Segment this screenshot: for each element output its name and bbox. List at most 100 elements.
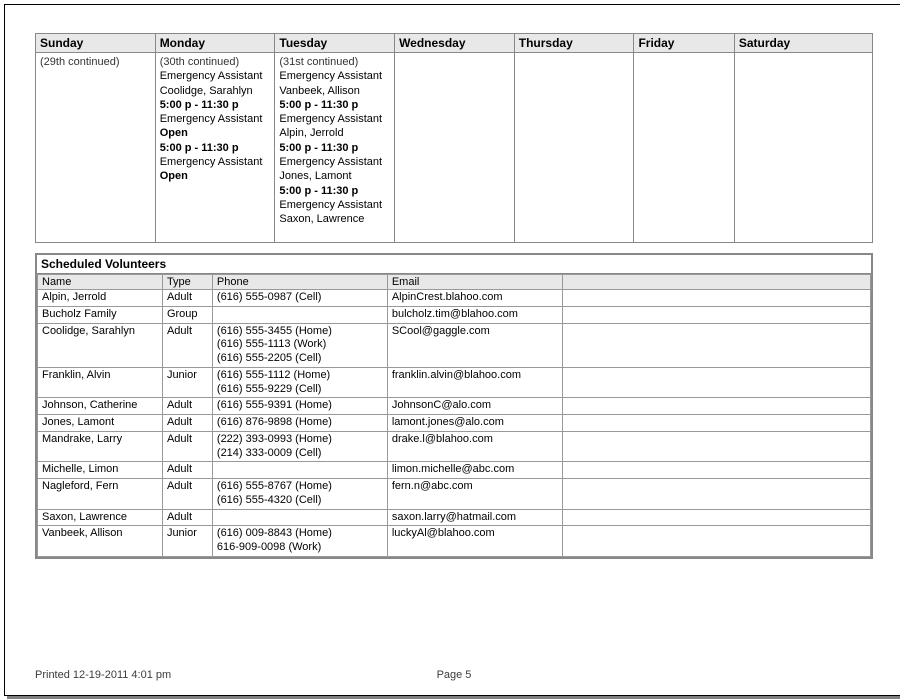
phone-line: (616) 555-9391 (Home) — [217, 399, 383, 413]
calendar-day-cell-tuesday: (31st continued)Emergency AssistantVanbe… — [275, 53, 395, 243]
phone-line: (616) 555-1112 (Home) — [217, 369, 383, 383]
calendar-day-cell-thursday — [514, 53, 634, 243]
volunteers-column-header: Type — [162, 275, 212, 290]
volunteer-email: lamont.jones@alo.com — [387, 415, 562, 432]
phone-line: (616) 555-1113 (Work) — [217, 338, 383, 352]
volunteer-extra — [562, 509, 870, 526]
volunteer-extra — [562, 323, 870, 367]
volunteer-extra — [562, 462, 870, 479]
volunteer-extra — [562, 398, 870, 415]
shift-time: 5:00 p - 11:30 p — [160, 98, 271, 112]
shift-title: Emergency Assistant — [160, 155, 271, 169]
calendar-header-row: SundayMondayTuesdayWednesdayThursdayFrid… — [36, 34, 873, 53]
volunteer-type: Adult — [162, 290, 212, 307]
shift-title: Emergency Assistant — [160, 69, 271, 83]
calendar-continued-label: (29th continued) — [40, 56, 120, 68]
calendar-day-cell-saturday — [734, 53, 872, 243]
phone-line: (616) 876-9898 (Home) — [217, 416, 383, 430]
shift-title: Emergency Assistant — [279, 112, 390, 126]
report-page: SundayMondayTuesdayWednesdayThursdayFrid… — [4, 4, 900, 696]
phone-line: (616) 555-0987 (Cell) — [217, 291, 383, 305]
table-row: Nagleford, FernAdult(616) 555-8767 (Home… — [38, 479, 871, 510]
phone-line: 616-909-0098 (Work) — [217, 541, 383, 555]
calendar-day-cell-wednesday — [395, 53, 515, 243]
volunteer-name: Johnson, Catherine — [38, 398, 163, 415]
volunteer-phone — [212, 462, 387, 479]
phone-line: (616) 555-2205 (Cell) — [217, 352, 383, 366]
report-footer: Printed 12-19-2011 4:01 pm Page 5 — [35, 669, 873, 681]
calendar-table: SundayMondayTuesdayWednesdayThursdayFrid… — [35, 33, 873, 243]
calendar-day-cell-friday — [634, 53, 734, 243]
table-row: Michelle, LimonAdultlimon.michelle@abc.c… — [38, 462, 871, 479]
table-row: Coolidge, SarahlynAdult(616) 555-3455 (H… — [38, 323, 871, 367]
volunteer-extra — [562, 526, 870, 557]
volunteer-phone: (222) 393-0993 (Home)(214) 333-0009 (Cel… — [212, 431, 387, 462]
volunteer-extra — [562, 415, 870, 432]
volunteer-extra — [562, 306, 870, 323]
shift-time: 5:00 p - 11:30 p — [160, 141, 271, 155]
phone-line: (616) 009-8843 (Home) — [217, 527, 383, 541]
phone-line: (616) 555-4320 (Cell) — [217, 494, 383, 508]
calendar-continued-label: (30th continued) — [160, 56, 240, 68]
volunteers-column-header — [562, 275, 870, 290]
volunteer-type: Adult — [162, 323, 212, 367]
volunteers-section-title: Scheduled Volunteers — [37, 255, 871, 274]
volunteer-email: SCool@gaggle.com — [387, 323, 562, 367]
shift-time: 5:00 p - 11:30 p — [279, 184, 390, 198]
volunteer-email: fern.n@abc.com — [387, 479, 562, 510]
phone-line: (616) 555-9229 (Cell) — [217, 383, 383, 397]
volunteer-phone: (616) 876-9898 (Home) — [212, 415, 387, 432]
shift-person: Alpin, Jerrold — [279, 126, 390, 140]
volunteer-name: Michelle, Limon — [38, 462, 163, 479]
volunteer-email: limon.michelle@abc.com — [387, 462, 562, 479]
shift-title: Emergency Assistant — [279, 69, 390, 83]
calendar-day-header: Tuesday — [275, 34, 395, 53]
shift-title: Emergency Assistant — [160, 112, 271, 126]
volunteer-phone — [212, 509, 387, 526]
shift-time: 5:00 p - 11:30 p — [279, 141, 390, 155]
volunteer-name: Franklin, Alvin — [38, 367, 163, 398]
volunteer-phone: (616) 555-9391 (Home) — [212, 398, 387, 415]
volunteer-type: Adult — [162, 415, 212, 432]
volunteer-type: Adult — [162, 479, 212, 510]
calendar-day-cell-sunday: (29th continued) — [36, 53, 156, 243]
calendar-day-header: Monday — [155, 34, 275, 53]
volunteer-email: bulcholz.tim@blahoo.com — [387, 306, 562, 323]
shift-person: Vanbeek, Allison — [279, 84, 390, 98]
calendar-day-header: Friday — [634, 34, 734, 53]
table-row: Vanbeek, AllisonJunior(616) 009-8843 (Ho… — [38, 526, 871, 557]
phone-line: (214) 333-0009 (Cell) — [217, 447, 383, 461]
shift-title: Emergency Assistant — [279, 155, 390, 169]
volunteer-phone: (616) 555-0987 (Cell) — [212, 290, 387, 307]
volunteer-email: franklin.alvin@blahoo.com — [387, 367, 562, 398]
volunteers-body: Alpin, JerroldAdult(616) 555-0987 (Cell)… — [38, 290, 871, 557]
volunteer-name: Vanbeek, Allison — [38, 526, 163, 557]
volunteer-email: saxon.larry@hatmail.com — [387, 509, 562, 526]
shift-person: Jones, Lamont — [279, 169, 390, 183]
volunteers-section: Scheduled Volunteers NameTypePhoneEmail … — [35, 253, 873, 559]
volunteer-phone: (616) 555-8767 (Home)(616) 555-4320 (Cel… — [212, 479, 387, 510]
volunteer-name: Mandrake, Larry — [38, 431, 163, 462]
volunteer-type: Adult — [162, 431, 212, 462]
volunteer-phone: (616) 555-1112 (Home)(616) 555-9229 (Cel… — [212, 367, 387, 398]
volunteer-type: Group — [162, 306, 212, 323]
shift-person: Open — [160, 169, 271, 183]
volunteer-name: Bucholz Family — [38, 306, 163, 323]
volunteer-extra — [562, 290, 870, 307]
calendar-day-header: Sunday — [36, 34, 156, 53]
calendar-day-header: Thursday — [514, 34, 634, 53]
volunteer-extra — [562, 431, 870, 462]
calendar-continued-label: (31st continued) — [279, 56, 358, 68]
footer-printed: Printed 12-19-2011 4:01 pm — [35, 669, 171, 681]
table-row: Franklin, AlvinJunior(616) 555-1112 (Hom… — [38, 367, 871, 398]
volunteer-extra — [562, 479, 870, 510]
volunteer-name: Nagleford, Fern — [38, 479, 163, 510]
volunteers-column-header: Phone — [212, 275, 387, 290]
phone-line: (616) 555-3455 (Home) — [217, 325, 383, 339]
calendar-day-cell-monday: (30th continued)Emergency AssistantCooli… — [155, 53, 275, 243]
calendar-day-header: Saturday — [734, 34, 872, 53]
volunteer-name: Alpin, Jerrold — [38, 290, 163, 307]
shift-time: 5:00 p - 11:30 p — [279, 98, 390, 112]
calendar-body-row: (29th continued)(30th continued)Emergenc… — [36, 53, 873, 243]
shift-title: Emergency Assistant — [279, 198, 390, 212]
